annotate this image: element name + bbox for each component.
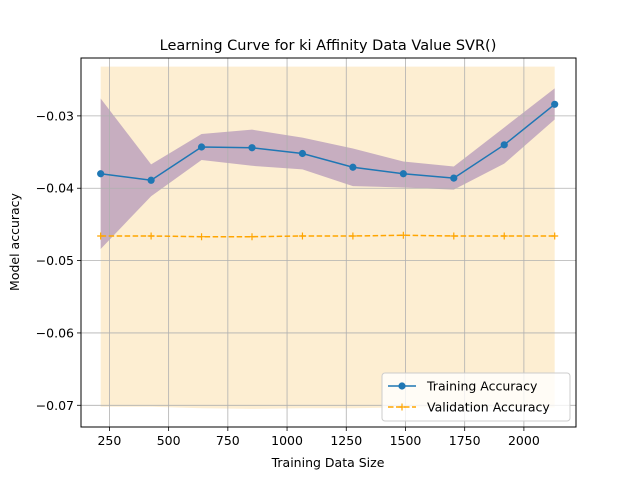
validation-accuracy-point xyxy=(450,232,458,240)
data-series xyxy=(97,100,559,241)
validation-accuracy-point xyxy=(298,232,306,240)
y-tick-label: −0.03 xyxy=(36,108,74,123)
x-tick-label: 2000 xyxy=(508,433,540,448)
training-accuracy-point xyxy=(551,100,559,108)
legend-validation-label: Validation Accuracy xyxy=(427,400,550,415)
y-tick-label: −0.06 xyxy=(36,325,74,340)
validation-accuracy-point xyxy=(399,231,407,239)
y-axis: −0.03 −0.04 −0.05 −0.06 −0.07 xyxy=(36,108,81,413)
training-accuracy-point xyxy=(248,144,256,152)
x-tick-label: 250 xyxy=(97,433,121,448)
validation-accuracy-point xyxy=(551,232,559,240)
training-confidence-band xyxy=(100,88,555,250)
y-tick-label: −0.04 xyxy=(36,181,74,196)
validation-accuracy-point xyxy=(349,232,357,240)
legend: Training Accuracy Validation Accuracy xyxy=(381,372,571,422)
y-axis-label: Model accuracy xyxy=(7,192,22,291)
plot-area xyxy=(80,57,577,428)
validation-accuracy-point xyxy=(198,233,206,241)
x-tick-label: 500 xyxy=(157,433,181,448)
y-tick-label: −0.05 xyxy=(36,253,74,268)
y-tick-label: −0.07 xyxy=(36,398,74,413)
training-accuracy-point xyxy=(349,163,357,171)
training-accuracy-point xyxy=(197,143,206,151)
training-accuracy-point xyxy=(500,141,508,149)
x-tick-label: 1000 xyxy=(271,433,303,448)
training-accuracy-point xyxy=(147,176,155,184)
x-tick-label: 1500 xyxy=(390,433,422,448)
legend-box xyxy=(381,372,571,422)
training-accuracy-point xyxy=(298,149,307,158)
x-axis-label: Training Data Size xyxy=(271,455,385,470)
validation-accuracy-point xyxy=(97,232,105,240)
legend-validation-marker xyxy=(398,403,406,411)
x-tick-label: 1750 xyxy=(449,433,481,448)
training-accuracy-point xyxy=(97,170,105,178)
validation-accuracy-point xyxy=(500,232,508,240)
training-accuracy-point xyxy=(450,174,458,182)
legend-training-label: Training Accuracy xyxy=(426,379,538,394)
training-accuracy-point xyxy=(399,170,407,178)
x-tick-label: 750 xyxy=(216,433,240,448)
axes-frame xyxy=(80,57,577,428)
training-accuracy-line xyxy=(100,103,556,182)
validation-accuracy-line xyxy=(100,234,555,238)
x-tick-label: 1250 xyxy=(330,433,362,448)
grid-lines xyxy=(81,58,576,427)
validation-accuracy-point xyxy=(147,232,155,240)
chart-title: Learning Curve for ki Affinity Data Valu… xyxy=(160,38,497,54)
validation-accuracy-point xyxy=(248,233,256,241)
x-axis: 250 500 750 1000 1250 1500 1750 2000 xyxy=(97,427,540,448)
legend-training-marker xyxy=(398,382,406,390)
confidence-bands xyxy=(100,66,555,409)
